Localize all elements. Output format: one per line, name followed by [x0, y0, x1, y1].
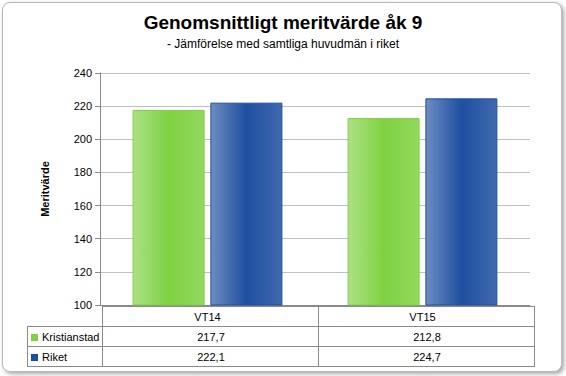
- svg-text:200: 200: [74, 133, 92, 145]
- svg-text:Meritvärde: Meritvärde: [39, 161, 51, 217]
- html-text:217,7: 217,7: [197, 330, 225, 343]
- html-text:212,8: 212,8: [413, 330, 441, 343]
- svg-text:VT15: VT15: [409, 311, 435, 323]
- svg-text:120: 120: [74, 266, 92, 278]
- svg-text:- Jämförelse med samtliga huvu: - Jämförelse med samtliga huvudmän i rik…: [167, 37, 400, 51]
- svg-text:100: 100: [74, 299, 92, 311]
- html-text:224,7: 224,7: [413, 350, 441, 363]
- svg-text:220: 220: [74, 100, 92, 112]
- svg-text:VT14: VT14: [194, 311, 220, 323]
- svg-text:Genomsnittligt meritvärde åk 9: Genomsnittligt meritvärde åk 9: [144, 12, 423, 33]
- html-text:Riket: Riket: [42, 350, 68, 363]
- svg-text:180: 180: [74, 166, 92, 178]
- html-text:Kristianstad: Kristianstad: [42, 330, 100, 343]
- svg-text:140: 140: [74, 233, 92, 245]
- svg-text:160: 160: [74, 200, 92, 212]
- svg-text:240: 240: [74, 67, 92, 79]
- html-text:222,1: 222,1: [197, 350, 225, 363]
